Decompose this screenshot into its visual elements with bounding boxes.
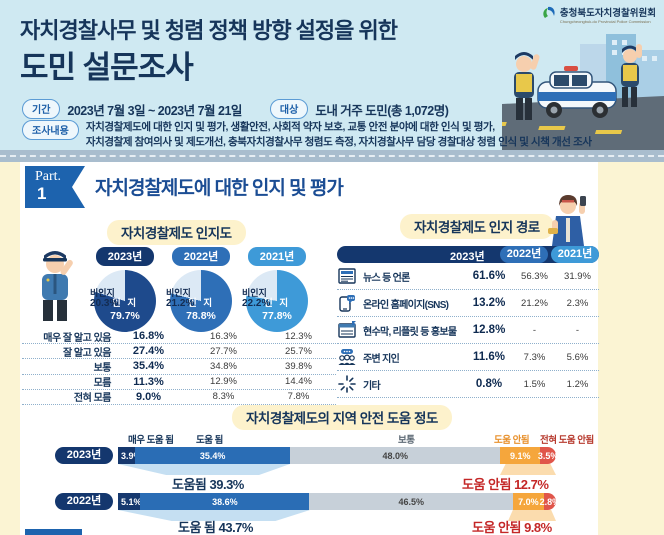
bar-segment: 7.0% <box>513 493 544 510</box>
left-margin-band <box>0 162 20 535</box>
section-title: 자치경찰제도에 대한 인지 및 평가 <box>95 178 344 199</box>
table-row: 기타 0.8% 1.5% 1.2% <box>337 371 599 398</box>
not-helped-funnel-2023 <box>500 464 556 475</box>
people-icon <box>337 347 363 367</box>
not-helped-summary-2022: 도움 안됨 9.8% <box>472 520 552 535</box>
pie-year-badge-2022: 2022년 <box>172 247 230 266</box>
sns-icon <box>337 293 363 313</box>
survey-content-line1: 자치경찰제도에 대한 인지 및 평가, 생활안전, 사회적 약자 보호, 교통 … <box>85 121 495 133</box>
channels-table: 2023년 2022년 2021년 뉴스 등 언론 61.6% 56.3% 31… <box>337 246 599 398</box>
part1-badge: Part. 1 <box>25 166 85 208</box>
column-header-2021: 2021년 <box>551 246 599 263</box>
bar-segment: 48.0% <box>290 447 501 464</box>
logo-org-name: 충청북도자치경찰위원회 <box>559 8 656 19</box>
pie-2022: 비인지 21.2% 인 지 78.8% <box>166 270 232 332</box>
pie-2023-known-label: 인 지 79.7% <box>110 298 140 322</box>
newspaper-icon <box>337 266 363 286</box>
next-part-badge-stub <box>25 529 82 535</box>
bar-segment: 5.1% <box>118 493 142 510</box>
right-margin-band <box>598 162 664 535</box>
column-header-2022: 2022년 <box>500 246 548 263</box>
pie-2021-unknown-label: 비인지 22.2% <box>242 288 271 310</box>
awareness-detail-table: 매우 잘 알고 있음 16.8% 16.3% 12.3% 잘 알고 있음 27.… <box>22 329 336 405</box>
survey-content-text: 자치경찰제도에 대한 인지 및 평가, 생활안전, 사회적 약자 보호, 교통 … <box>86 120 592 150</box>
bar-segment: 46.5% <box>309 493 514 510</box>
helped-summary-2022: 도움 됨 43.7% <box>178 520 253 535</box>
stacked-bar-2022: 5.1% 38.6% 46.5% 7.0% 2.8% <box>118 493 560 510</box>
part-label: Part. <box>35 169 62 184</box>
period-badge: 기간 <box>22 99 61 119</box>
logo-swirl-icon <box>541 5 557 26</box>
bar-segment: 9.1% <box>500 447 541 464</box>
bar-segment: 2.8% <box>540 493 560 510</box>
org-logo: 충청북도자치경찰위원회 Chungcheongbuk-do Provincial… <box>541 5 656 26</box>
period-value: 2023년 7월 3일 ~ 2023년 7월 21일 <box>67 103 242 118</box>
pie-year-badge-2021: 2021년 <box>248 247 306 266</box>
not-helped-funnel-2022 <box>508 510 556 521</box>
helped-funnel-2023 <box>118 464 290 475</box>
awareness-chart-title: 자치경찰제도 인지도 <box>107 220 246 245</box>
table-row: 현수막, 리플릿 등 홍보물 12.8% - - <box>337 317 599 344</box>
bar-segment: 38.6% <box>140 493 310 510</box>
bar-row-badge-2023: 2023년 <box>55 447 113 464</box>
seg-label-neutral: 보통 <box>398 435 415 446</box>
page-title-line1: 자치경찰사무 및 청렴 정책 방향 설정을 위한 <box>20 18 398 43</box>
seg-label-not-helpful: 도움 안됨 <box>494 435 530 446</box>
bar-row-badge-2022: 2022년 <box>55 493 113 510</box>
road-divider <box>0 150 664 162</box>
pie-group-2023: 2023년 비인지 20.3% 인 지 79.7% <box>90 247 158 332</box>
table-row: 잘 알고 있음 27.4% 27.7% 25.7% <box>22 344 336 360</box>
not-helped-summary-2023: 도움 안됨 12.7% <box>462 477 549 492</box>
pie-2021: 비인지 22.2% 인 지 77.8% <box>242 270 308 332</box>
woman-illustration <box>546 194 592 253</box>
help-chart-title: 자치경찰제도의 지역 안전 도움 정도 <box>232 405 452 430</box>
survey-content-row: 조사내용 자치경찰제도에 대한 인지 및 평가, 생활안전, 사회적 약자 보호… <box>22 120 592 150</box>
part-number: 1 <box>37 184 47 203</box>
etc-icon <box>337 374 363 394</box>
table-row: 주변 지인 11.6% 7.3% 5.6% <box>337 344 599 371</box>
target-badge: 대상 <box>269 99 309 119</box>
column-header-2023: 2023년 <box>450 251 485 263</box>
table-row: 뉴스 등 언론 61.6% 56.3% 31.9% <box>337 263 599 290</box>
stacked-bar-2023: 3.9% 35.4% 48.0% 9.1% 3.5% <box>118 447 558 464</box>
seg-label-helpful: 도움 됨 <box>196 435 223 446</box>
helped-summary-2023: 도움됨 39.3% <box>172 477 244 492</box>
pie-year-badge-2023: 2023년 <box>96 247 154 266</box>
police-scene-illustration <box>479 26 664 150</box>
pie-2021-known-label: 인 지 77.8% <box>262 298 292 322</box>
channels-chart-title: 자치경찰제도 인지 경로 <box>400 214 554 239</box>
banner-icon <box>337 320 363 340</box>
bar-segment: 35.4% <box>135 447 291 464</box>
header: 자치경찰사무 및 청렴 정책 방향 설정을 위한 도민 설문조사 충청북도자치경… <box>0 0 664 150</box>
survey-content-line2: 자치경찰제 참여의사 및 제도개선, 충북자치경찰사무 청렴도 측정, 자치경찰… <box>85 136 592 149</box>
table-row: 모름 11.3% 12.9% 14.4% <box>22 375 336 390</box>
logo-org-name-en: Chungcheongbuk-do Provincial Police Comm… <box>559 19 651 24</box>
page-title-line2: 도민 설문조사 <box>20 50 194 85</box>
table-row: 전혀 모름 9.0% 8.3% 7.8% <box>22 390 336 405</box>
pie-group-2021: 2021년 비인지 22.2% 인 지 77.8% <box>242 247 310 332</box>
period-target-row: 기간 2023년 7월 3일 ~ 2023년 7월 21일 대상 도내 거주 도… <box>22 99 449 119</box>
pie-2023: 비인지 20.3% 인 지 79.7% <box>90 270 156 332</box>
bar-segment: 3.5% <box>538 447 558 464</box>
pie-2023-unknown-label: 비인지 20.3% <box>90 288 119 310</box>
table-row: 매우 잘 알고 있음 16.8% 16.3% 12.3% <box>22 329 336 345</box>
target-value: 도내 거주 도민(총 1,072명) <box>315 103 449 118</box>
pie-2022-known-label: 인 지 78.8% <box>186 298 216 322</box>
officer-2 <box>621 44 642 107</box>
pie-2022-unknown-label: 비인지 21.2% <box>166 288 195 310</box>
officer-1 <box>514 52 540 120</box>
survey-content-badge: 조사내용 <box>22 120 79 140</box>
channels-table-header: 2023년 2022년 2021년 <box>337 246 599 263</box>
seg-label-not-helpful-at-all: 전혀 도움 안됨 <box>540 435 594 446</box>
seg-label-very-helpful: 매우 도움 됨 <box>128 435 174 446</box>
police-officer-illustration <box>33 247 77 328</box>
bar-segment: 3.9% <box>118 447 142 464</box>
helped-funnel-2022 <box>118 510 310 521</box>
table-row: 보통 35.4% 34.8% 39.8% <box>22 359 336 375</box>
pie-group-2022: 2022년 비인지 21.2% 인 지 78.8% <box>166 247 234 332</box>
table-row: 온라인 홈페이지(SNS) 13.2% 21.2% 2.3% <box>337 290 599 317</box>
